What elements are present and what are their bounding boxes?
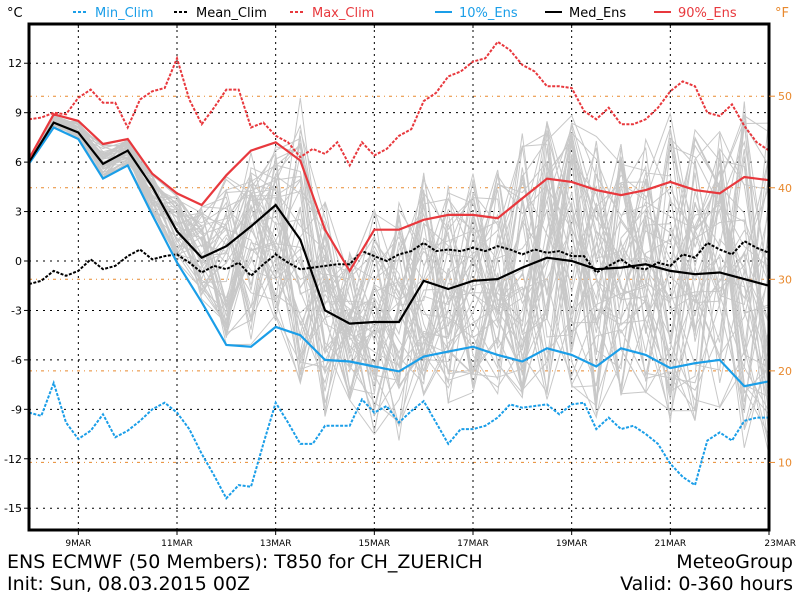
plot-frame	[27, 22, 771, 532]
x-axis: 9MAR 11MAR 13MAR 15MAR 17MAR 19MAR 21MAR 23MAR	[65, 24, 796, 549]
ensemble-member-line	[28, 120, 770, 411]
grid	[29, 24, 769, 530]
legend-item-10pct-ens: 10%_Ens	[435, 6, 518, 21]
legend: Min_Clim Mean_Clim Max_Clim 10%_Ens Med_…	[73, 6, 737, 21]
legend-item-90pct-ens: 90%_Ens	[654, 6, 737, 21]
x-tick-label: 13MAR	[260, 539, 292, 549]
legend-item-mean-clim: Mean_Clim	[174, 6, 267, 21]
y-tick-label-f: 10	[778, 456, 792, 469]
series-line-med-ens	[28, 121, 770, 325]
x-tick-label: 11MAR	[161, 539, 193, 549]
ensemble-member-line	[28, 114, 770, 426]
ensemble-member-line	[28, 121, 770, 447]
y-axis-unit-fahrenheit: °F	[775, 6, 789, 21]
legend-label-med-ens: Med_Ens	[569, 6, 626, 21]
legend-item-min-clim: Min_Clim	[73, 6, 154, 21]
ensemble-member-line	[28, 120, 770, 386]
y-tick-label: 0	[15, 255, 22, 268]
ensemble-member-line	[28, 119, 770, 408]
ensemble-member-line	[28, 120, 770, 412]
y-tick-label-f: 40	[778, 182, 792, 195]
x-tick-label: 17MAR	[457, 539, 489, 549]
x-tick-label: 9MAR	[65, 539, 91, 549]
provider-name: MeteoGroup	[676, 551, 793, 573]
y-tick-label: 3	[15, 206, 22, 219]
y-tick-label: -15	[4, 502, 22, 515]
chart-title: ENS ECMWF (50 Members): T850 for CH_ZUER…	[7, 551, 483, 573]
legend-label-mean-clim: Mean_Clim	[196, 6, 267, 21]
series-line-max-clim	[28, 40, 770, 168]
y-tick-label: 12	[8, 57, 22, 70]
ensemble-member-line	[28, 122, 770, 399]
legend-item-med-ens: Med_Ens	[545, 6, 626, 21]
y-axis-left: 12 9 6 3 0 -3 -6 -9 -12 -15	[4, 57, 29, 515]
y-axis-unit-celsius: °C	[7, 6, 23, 21]
series-line-mean-clim	[28, 239, 770, 286]
x-tick-label: 15MAR	[359, 539, 391, 549]
ensemble-members	[28, 97, 770, 455]
init-time: Init: Sun, 08.03.2015 00Z	[7, 573, 251, 595]
y-tick-label: 6	[15, 156, 22, 169]
y-tick-label: -3	[11, 304, 22, 317]
x-tick-label: 21MAR	[655, 539, 687, 549]
y-tick-label: -12	[4, 453, 22, 466]
ensemble-member-line	[28, 115, 770, 409]
series-line-10pct-ens	[28, 126, 770, 388]
legend-label-min-clim: Min_Clim	[95, 6, 154, 21]
y-tick-label: -6	[11, 354, 22, 367]
ensemble-member-line	[28, 119, 770, 436]
legend-label-max-clim: Max_Clim	[312, 6, 374, 21]
series-lines	[28, 40, 770, 501]
legend-item-max-clim: Max_Clim	[290, 6, 374, 21]
y-axis-right: 50 40 30 20 10	[769, 90, 792, 469]
y-tick-label-f: 50	[778, 90, 792, 103]
x-tick-label: 23MAR	[764, 539, 796, 549]
y-tick-label-f: 20	[778, 365, 792, 378]
series-line-min-clim	[28, 379, 769, 501]
legend-label-10pct-ens: 10%_Ens	[459, 6, 518, 21]
y-tick-label: 9	[15, 107, 22, 120]
valid-range: Valid: 0-360 hours	[620, 573, 793, 595]
ensemble-member-line	[28, 119, 770, 397]
legend-label-90pct-ens: 90%_Ens	[678, 6, 737, 21]
ensemble-member-line	[28, 120, 770, 404]
y-tick-label: -9	[11, 403, 22, 416]
x-tick-label: 19MAR	[556, 539, 588, 549]
series-line-90pct-ens	[28, 113, 770, 274]
y-tick-label-f: 30	[778, 273, 792, 286]
